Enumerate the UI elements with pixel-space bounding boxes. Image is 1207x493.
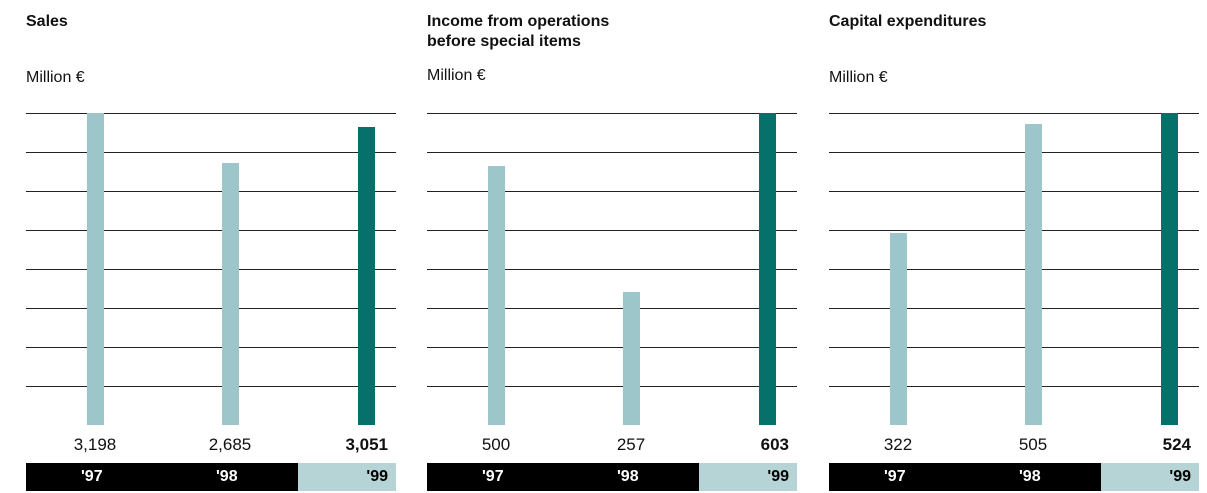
year-cell: '99 [699, 463, 797, 491]
grid-line [427, 386, 797, 387]
value-labels: 322 505 524 [829, 434, 1199, 456]
value-label: 524 [1162, 435, 1191, 454]
bar-98 [1024, 124, 1042, 425]
bar-98 [221, 163, 239, 425]
grid-line [26, 230, 396, 231]
year-label: '98 [216, 468, 238, 485]
bar-97 [487, 166, 505, 425]
chart-panel-sales: Sales Million € 3,198 2,685 3,051 '97'98'9… [26, 0, 396, 493]
grid-line [829, 386, 1199, 387]
grid-line [26, 308, 396, 309]
bar-99 [357, 127, 375, 425]
value-label: 603 [760, 435, 789, 454]
chart-title-line: Sales [26, 13, 68, 30]
bar-99 [758, 113, 776, 425]
grid-line [26, 269, 396, 270]
chart-unit: Million € [427, 67, 486, 84]
year-label: '99 [366, 468, 388, 485]
chart-title: Capital expenditures [829, 12, 1199, 32]
grid-line [427, 230, 797, 231]
year-cell: '99 [1101, 463, 1199, 491]
year-cell: '99 [298, 463, 396, 491]
year-label: '97 [482, 468, 504, 485]
year-label: '99 [1169, 468, 1191, 485]
chart-unit: Million € [829, 69, 888, 86]
chart-title-line: before special items [427, 33, 581, 50]
year-label: '97 [884, 468, 906, 485]
year-cell: '97 [427, 463, 563, 491]
bar-98 [622, 292, 640, 425]
grid-line [427, 113, 797, 114]
year-label: '97 [81, 468, 103, 485]
grid-line [829, 308, 1199, 309]
year-cell: '97 [829, 463, 965, 491]
grid-line [26, 113, 396, 114]
value-label: 3,051 [345, 435, 388, 454]
year-axis: '97 '98 '99 [427, 463, 797, 491]
grid-line [829, 347, 1199, 348]
year-cell: '98 [563, 463, 699, 491]
year-axis: '97 '98 '99 [829, 463, 1199, 491]
grid-line [427, 308, 797, 309]
grid-line [829, 269, 1199, 270]
year-label: '98 [617, 468, 639, 485]
grid-line [829, 191, 1199, 192]
chart-unit: Million € [26, 69, 85, 86]
plot-area [26, 113, 396, 425]
year-cell: '98 [965, 463, 1101, 491]
year-cell: '97 [26, 463, 162, 491]
grid-line [26, 191, 396, 192]
grid-line [26, 386, 396, 387]
bar-97 [889, 233, 907, 425]
value-label: 2,685 [208, 435, 252, 454]
grid-line [829, 152, 1199, 153]
chart-title-line: Income from operations [427, 13, 610, 30]
chart-panel-capex: Capital expenditures Million € 322 505 524… [829, 0, 1199, 493]
value-labels: 3,198 2,685 3,051 [26, 434, 396, 456]
bar-99 [1160, 113, 1178, 425]
value-label: 257 [616, 435, 646, 454]
year-axis: '97 '98 '99 [26, 463, 396, 491]
grid-line [427, 191, 797, 192]
value-label: 500 [481, 435, 511, 454]
bar-97 [86, 113, 104, 425]
grid-line [427, 269, 797, 270]
grid-line [427, 152, 797, 153]
chart-panel-income: Income from operations before special it… [427, 0, 797, 493]
plot-area [427, 113, 797, 425]
value-label: 505 [1018, 435, 1048, 454]
grid-line [829, 230, 1199, 231]
value-label: 3,198 [73, 435, 117, 454]
chart-title: Sales [26, 12, 396, 32]
grid-line [427, 347, 797, 348]
year-cell: '98 [162, 463, 298, 491]
chart-title: Income from operations before special it… [427, 12, 797, 52]
grid-line [26, 152, 396, 153]
chart-title-line: Capital expenditures [829, 13, 987, 30]
value-label: 322 [883, 435, 913, 454]
year-label: '99 [767, 468, 789, 485]
plot-area [829, 113, 1199, 425]
grid-line [26, 347, 396, 348]
grid-line [829, 113, 1199, 114]
year-label: '98 [1019, 468, 1041, 485]
value-labels: 500 257 603 [427, 434, 797, 456]
